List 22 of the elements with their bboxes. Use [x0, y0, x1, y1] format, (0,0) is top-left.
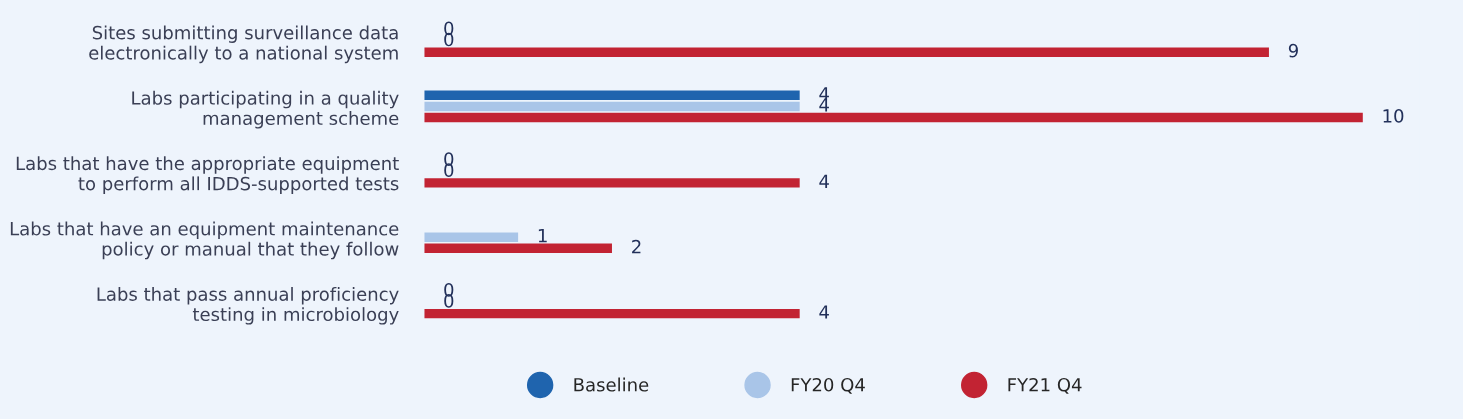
data-label: 4 — [819, 305, 829, 319]
bar — [424, 112, 1363, 123]
data-label: 1 — [538, 228, 547, 243]
y-tick-label: Labs participating in a quality management scheme — [132, 90, 399, 129]
data-label: 2 — [632, 239, 641, 254]
data-label: 10 — [1383, 109, 1404, 123]
bar — [424, 178, 800, 188]
data-label: 4 — [819, 174, 829, 188]
legend-label: Baseline — [574, 377, 649, 392]
bar — [424, 90, 800, 101]
y-tick-label: Sites submitting surveillance data electronically to a national system — [89, 25, 398, 64]
bar — [424, 47, 1269, 57]
legend-label: FY21 Q4 — [1008, 377, 1082, 394]
bar — [424, 243, 612, 253]
bar — [424, 308, 800, 319]
legend-label: FY20 Q4 — [791, 377, 865, 394]
y-tick-label: Labs that have the appropriate equipment to perform all IDDS-supported tests — [16, 156, 399, 194]
bar — [424, 232, 519, 242]
y-tick-label: Labs that have an equipment maintenance policy or manual that they follow — [10, 221, 399, 260]
y-tick-label: Labs that pass annual proficiency testing in microbiology — [97, 286, 399, 325]
data-label: 9 — [1288, 43, 1298, 58]
bar — [424, 101, 800, 112]
